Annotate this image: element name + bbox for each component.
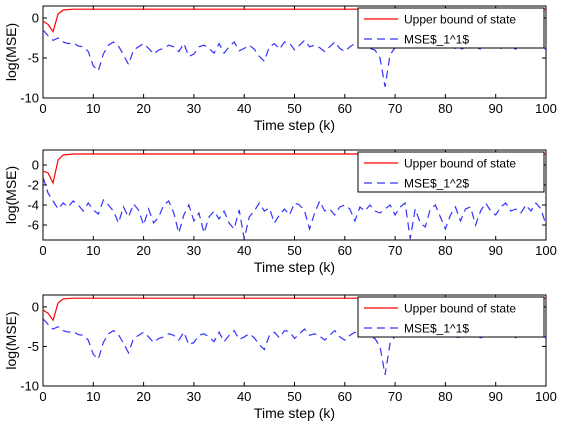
x-tick-label: 20: [136, 389, 150, 404]
x-tick-label: 90: [488, 243, 502, 258]
x-tick-label: 90: [488, 101, 502, 116]
x-tick-label: 100: [535, 389, 557, 404]
x-tick-label: 50: [287, 101, 301, 116]
legend-box: [357, 296, 545, 338]
x-tick-label: 70: [388, 243, 402, 258]
y-tick-label: 0: [32, 299, 39, 314]
y-tick-label: -5: [27, 339, 39, 354]
x-tick-label: 20: [136, 243, 150, 258]
x-tick-label: 0: [39, 101, 46, 116]
y-tick-label: -5: [27, 51, 39, 66]
legend-label-1: Upper bound of state: [404, 157, 516, 171]
x-tick-label: 80: [438, 243, 452, 258]
x-tick-label: 80: [438, 101, 452, 116]
x-tick-label: 70: [388, 389, 402, 404]
x-tick-label: 10: [86, 389, 100, 404]
x-tick-label: 60: [338, 243, 352, 258]
chart-panel-2: 0 10 20 30 40 50 60 70 80 90 100 -6 -4 -2 0 Time step (…: [3, 149, 557, 275]
legend-label-1: Upper bound of state: [404, 302, 516, 316]
x-tick-label: 20: [136, 101, 150, 116]
series-line-2: [43, 318, 546, 376]
x-tick-label: 40: [237, 101, 251, 116]
x-tick-label: 40: [237, 243, 251, 258]
chart-panel-3: 0 10 20 30 40 50 60 70 80 90 100 -10 -5 0 Time step (k…: [3, 294, 557, 421]
x-tick-label: 90: [488, 389, 502, 404]
y-tick-label: -10: [20, 91, 39, 106]
y-axis-label: log(MSE): [3, 166, 19, 224]
x-tick-label: 30: [187, 243, 201, 258]
legend-label-2: MSE$_1^1$: [404, 322, 469, 336]
x-tick-label: 10: [86, 101, 100, 116]
series-line-1: [43, 153, 546, 185]
x-tick-label: 50: [287, 389, 301, 404]
x-tick-label: 100: [535, 101, 557, 116]
y-tick-label: -2: [27, 178, 39, 193]
series-line-1: [43, 297, 546, 322]
x-tick-label: 60: [338, 389, 352, 404]
x-tick-label: 30: [187, 389, 201, 404]
legend-box: [357, 151, 545, 193]
y-tick-label: -6: [27, 218, 39, 233]
legend-label-1: Upper bound of state: [404, 13, 516, 27]
x-tick-label: 0: [39, 243, 46, 258]
x-axis-label: Time step (k): [254, 405, 335, 421]
legend: Upper bound of state MSE$_1^1$: [357, 7, 545, 49]
legend-box: [357, 7, 545, 49]
series-line-1: [43, 8, 546, 33]
y-tick-label: -4: [27, 198, 39, 213]
legend: Upper bound of state MSE$_1^1$: [357, 296, 545, 338]
y-tick-label: -10: [20, 379, 39, 394]
series-line-2: [43, 29, 546, 87]
x-axis-label: Time step (k): [254, 117, 335, 133]
y-axis-label: log(MSE): [3, 23, 19, 81]
x-tick-label: 10: [86, 243, 100, 258]
chart-panel-1: 0 10 20 30 40 50 60 70 80 90 100 -10 -5 0 Time step (k…: [3, 5, 557, 133]
y-tick-label: 0: [32, 11, 39, 26]
x-tick-label: 40: [237, 389, 251, 404]
x-tick-label: 80: [438, 389, 452, 404]
x-tick-label: 100: [535, 243, 557, 258]
series-line-2: [43, 176, 546, 240]
y-axis-label: log(MSE): [3, 311, 19, 369]
y-tick-label: 0: [32, 158, 39, 173]
x-tick-label: 0: [39, 389, 46, 404]
x-tick-label: 60: [338, 101, 352, 116]
x-tick-label: 70: [388, 101, 402, 116]
legend: Upper bound of state MSE$_1^2$: [357, 151, 545, 193]
legend-label-2: MSE$_1^2$: [404, 177, 469, 191]
x-axis-label: Time step (k): [254, 259, 335, 275]
legend-label-2: MSE$_1^1$: [404, 33, 469, 47]
x-tick-label: 50: [287, 243, 301, 258]
x-tick-label: 30: [187, 101, 201, 116]
